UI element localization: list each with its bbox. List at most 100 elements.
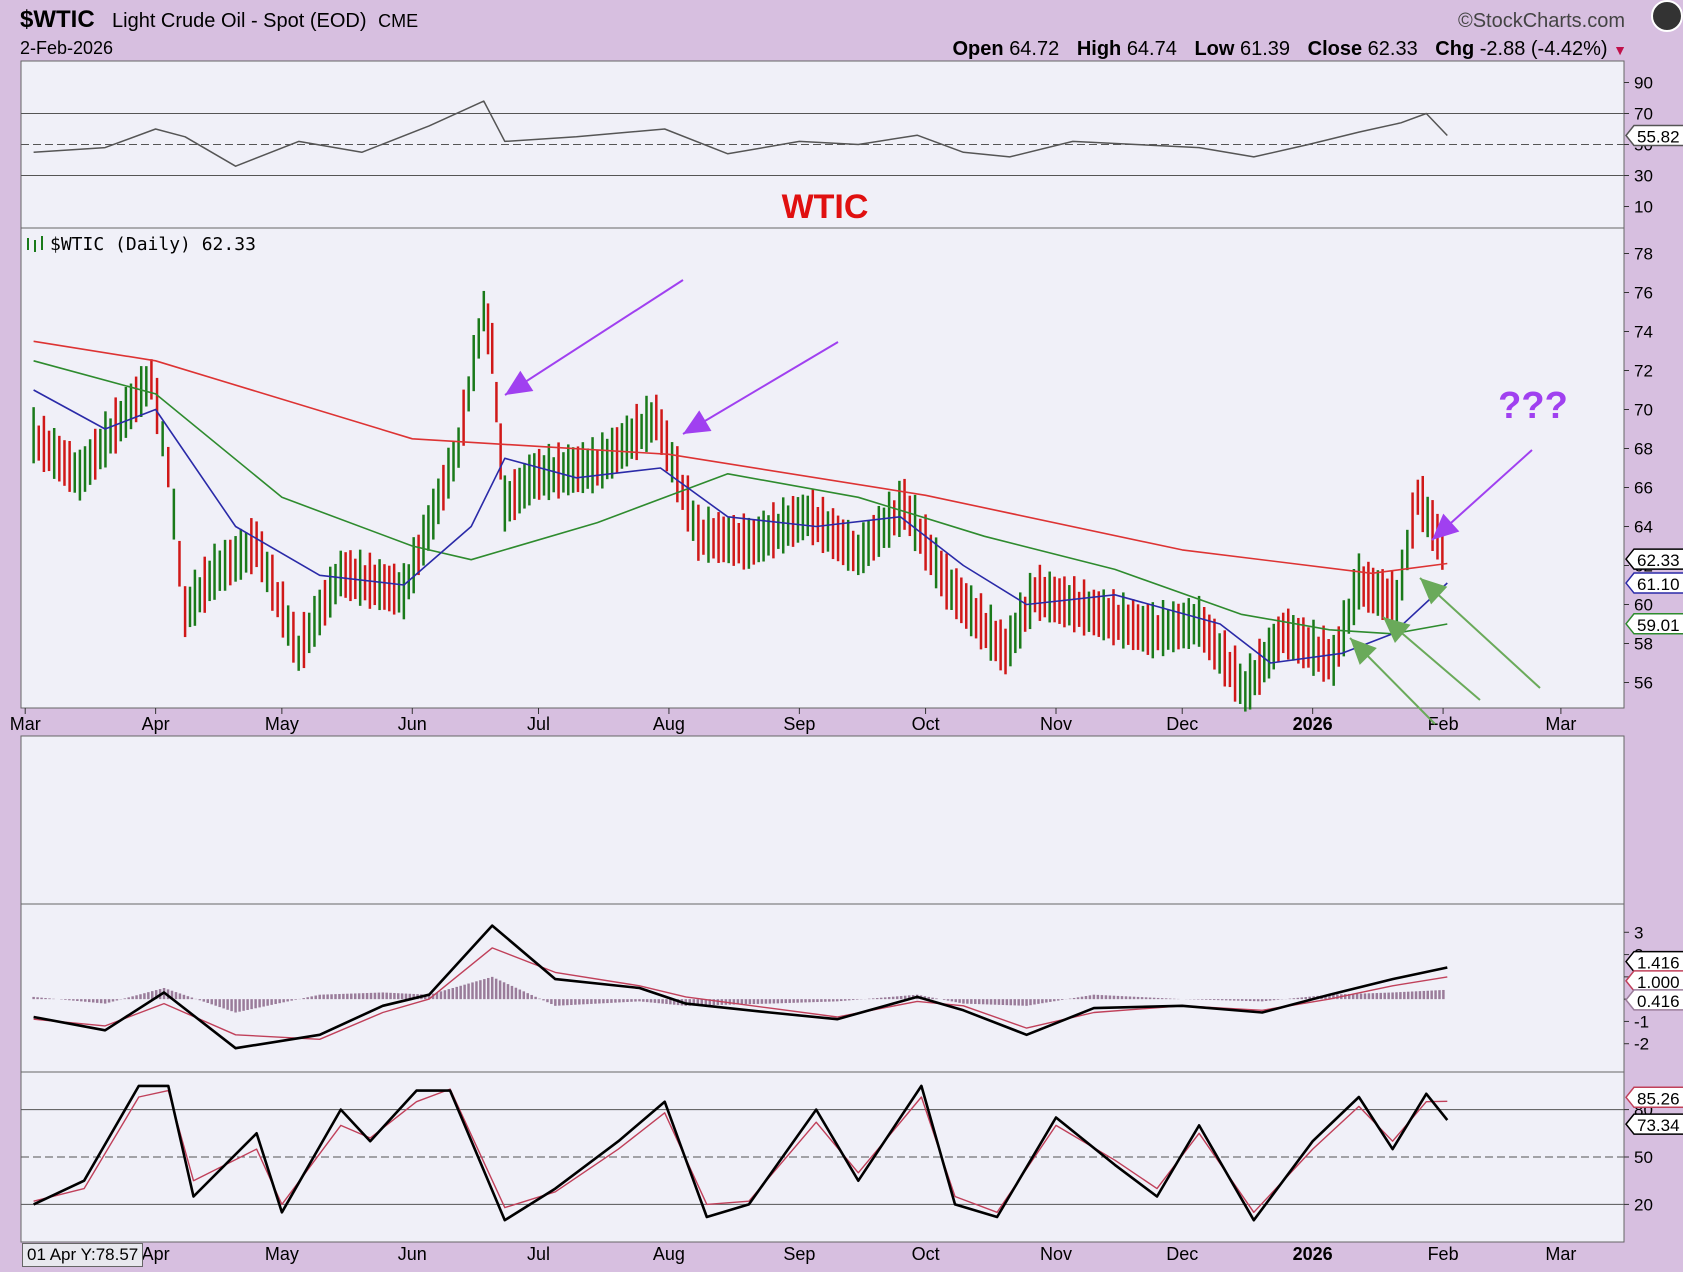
price-tick-label: 72 (1634, 362, 1653, 381)
month-label-bottom: May (265, 1244, 299, 1264)
stoch-tick-label: 20 (1634, 1195, 1653, 1214)
price-tick-label: 66 (1634, 479, 1653, 498)
month-label: Mar (1545, 714, 1576, 734)
low-value: 61.39 (1240, 38, 1291, 60)
rsi-last-value: 55.82 (1637, 127, 1680, 146)
open-label: Open (952, 38, 1004, 60)
price-tick-label: 68 (1634, 440, 1653, 459)
volume-panel (20, 735, 1625, 905)
arrow-june-top-shaft (504, 279, 684, 396)
stoch-k-last-value: 73.34 (1637, 1116, 1680, 1135)
price-last-ma-blue: 61.10 (1637, 575, 1680, 594)
month-label: Dec (1166, 714, 1198, 734)
macd-signal-last-value: 1.000 (1637, 973, 1680, 992)
macd-hist-last-value-box (1625, 989, 1683, 1011)
stoch-k-last-value-box (1625, 1113, 1683, 1135)
price-tick-label: 56 (1634, 674, 1653, 693)
month-label: Jun (398, 714, 427, 734)
close-label: Close (1307, 38, 1363, 60)
macd-tick-label: 3 (1634, 923, 1643, 942)
macd-line (33, 924, 1448, 1050)
price-legend: $WTIC (Daily) 62.33 (50, 234, 256, 255)
stoch-d-line (33, 1088, 1448, 1214)
rsi-last-value-box (1625, 124, 1683, 147)
arrow-aug-top-head (683, 410, 712, 434)
month-label-bottom: Feb (1428, 1244, 1459, 1264)
month-label: Sep (783, 714, 815, 734)
description: Light Crude Oil - Spot (EOD) CME (112, 10, 418, 33)
series-layer (32, 100, 1449, 1222)
month-label-bottom: Dec (1166, 1244, 1198, 1264)
macd-hist-last-value: 0.416 (1637, 992, 1680, 1011)
rsi-tick-label: 10 (1634, 198, 1653, 217)
price-panel (20, 227, 1625, 709)
month-label-bottom: Jun (398, 1244, 427, 1264)
rsi-tick-label: 90 (1634, 74, 1653, 93)
month-label-bottom: Nov (1040, 1244, 1072, 1264)
rsi-line (33, 100, 1448, 167)
annotation-arrows (504, 279, 1541, 725)
arrow-green-3-head (1350, 638, 1377, 665)
price-tick-label: 76 (1634, 284, 1653, 303)
settings-icon[interactable] (1651, 0, 1683, 32)
grid-layer (21, 82, 1629, 1205)
chart-date: 2-Feb-2026 (20, 38, 114, 58)
month-label: May (265, 714, 299, 734)
price-tick-label: 78 (1634, 245, 1653, 264)
rsi-tick-label: 70 (1634, 105, 1653, 124)
stoch-d-last-value: 85.26 (1637, 1089, 1680, 1108)
month-label: Mar (10, 714, 41, 734)
month-label-bottom: Jul (527, 1244, 550, 1264)
ma-green-line (33, 360, 1448, 635)
stoch-d-last-value-box (1625, 1086, 1683, 1109)
month-label-bottom: Apr (142, 1244, 170, 1264)
price-last-close: 62.33 (1637, 551, 1680, 570)
price-last-ma-blue-box (1625, 572, 1683, 594)
stoch-tick-label: 50 (1634, 1148, 1653, 1167)
macd-tick-label: -1 (1634, 1012, 1649, 1031)
arrow-green-2-head (1383, 617, 1411, 644)
macd-tick-label: -2 (1634, 1035, 1649, 1054)
month-label: Aug (653, 714, 685, 734)
exchange: CME (378, 11, 419, 31)
month-label: 2026 (1293, 714, 1333, 734)
chg-value: -2.88 (-4.42%) (1479, 38, 1608, 60)
labels-layer: 103050709055.825658606264666870727476786… (10, 74, 1683, 1264)
macd-last-value-box (1625, 950, 1683, 973)
month-label-bottom: Aug (653, 1244, 685, 1264)
arrow-green-1-shaft (1419, 577, 1541, 689)
price-tick-label: 60 (1634, 596, 1653, 615)
open-value: 64.72 (1009, 38, 1060, 60)
ma-blue-line (33, 389, 1448, 664)
rsi-tick-label: 30 (1634, 167, 1653, 186)
ohlc-readout: Open 64.72 High 64.74 Low 61.39 Close 62… (953, 38, 1628, 61)
high-value: 64.74 (1126, 38, 1177, 60)
price-tick-label: 58 (1634, 635, 1653, 654)
month-label-bottom: 2026 (1293, 1244, 1333, 1264)
price-last-close-box (1625, 548, 1683, 570)
month-label: Apr (142, 714, 170, 734)
month-label: Jul (527, 714, 550, 734)
month-label-bottom: Sep (783, 1244, 815, 1264)
symbol: $WTIC (20, 6, 95, 33)
month-label: Nov (1040, 714, 1072, 734)
macd-signal-last-value-box (1625, 970, 1683, 992)
arrow-june-top-head (505, 370, 534, 395)
ma-red-line (33, 340, 1448, 575)
stoch-k-line (33, 1084, 1449, 1222)
price-tick-label: 70 (1634, 401, 1653, 420)
price-last-ma-green-box (1625, 613, 1683, 635)
annotation-question: ??? (1498, 385, 1568, 427)
month-label: Feb (1428, 714, 1459, 734)
crosshair-tooltip: 01 Apr Y:78.57 (22, 1243, 144, 1267)
down-triangle-icon: ▼ (1613, 42, 1627, 58)
price-tick-label: 64 (1634, 518, 1653, 537)
bar-icon (27, 236, 43, 252)
annotation-title: WTIC (782, 188, 869, 226)
arrow-green-1-head (1420, 578, 1448, 605)
price-last-ma-green: 59.01 (1637, 616, 1680, 635)
high-label: High (1076, 38, 1122, 60)
description-text: Light Crude Oil - Spot (EOD) (112, 10, 367, 32)
arrow-feb-top-head (1432, 513, 1460, 540)
brand: ©StockCharts.com (1457, 10, 1625, 32)
